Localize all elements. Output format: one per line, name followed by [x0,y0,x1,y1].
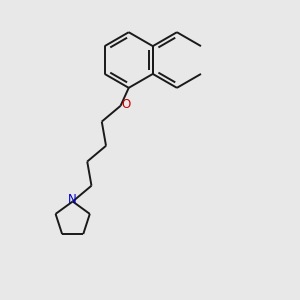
Text: O: O [121,98,130,111]
Text: N: N [68,193,77,206]
